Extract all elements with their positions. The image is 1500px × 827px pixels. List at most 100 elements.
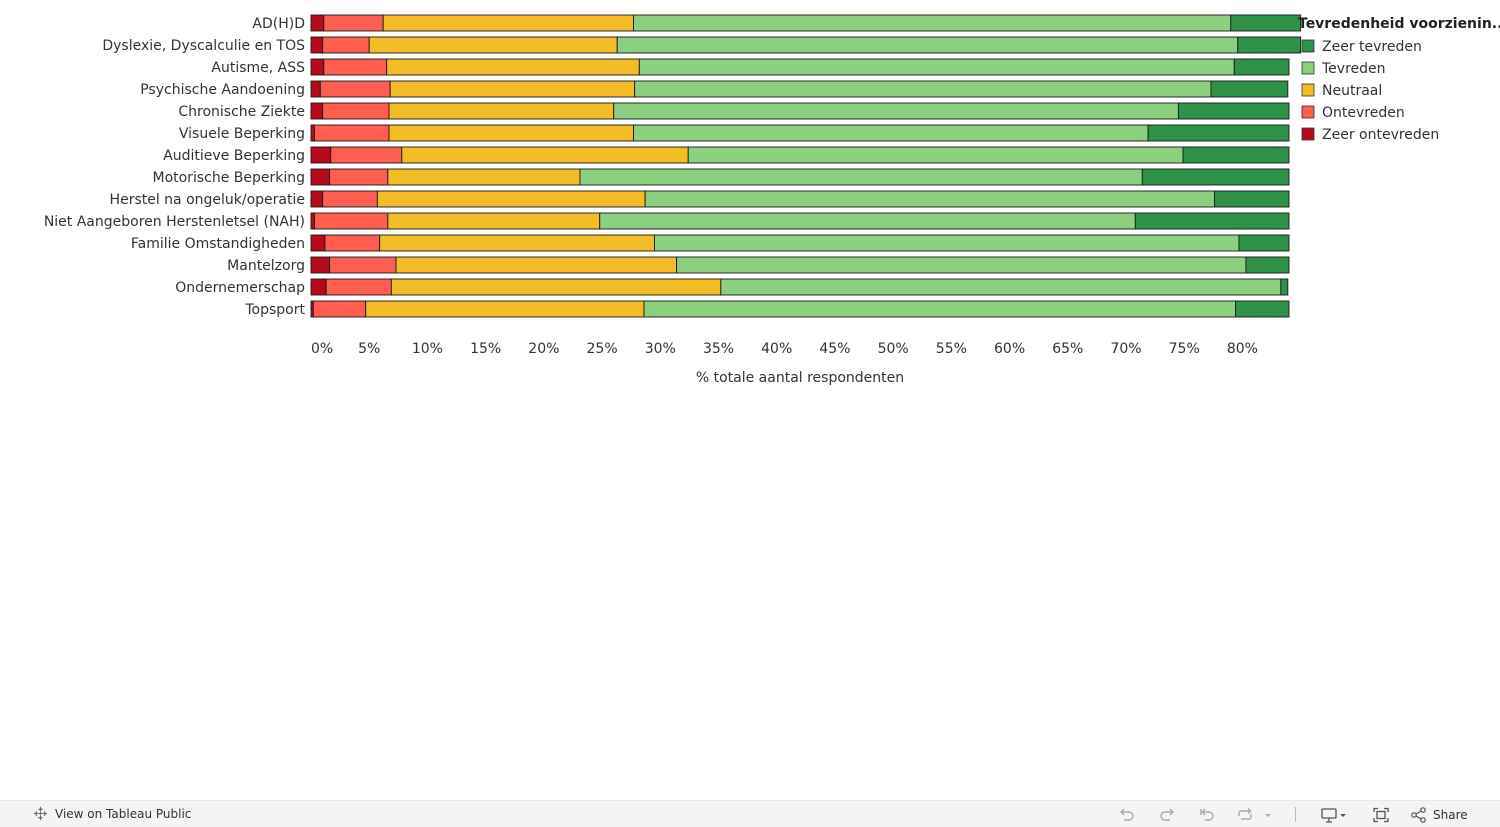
bar-segment-ontevreden[interactable] (329, 168, 389, 186)
tableau-toolbar: View on Tableau Public Share (0, 800, 1500, 827)
bar-segment-zeer-tevreden[interactable] (1237, 36, 1302, 54)
bar-segment-zeer-ontevreden[interactable] (310, 80, 321, 98)
bar-segment-zeer-tevreden[interactable] (1238, 234, 1290, 252)
share-icon (1411, 806, 1426, 823)
bar-segment-zeer-ontevreden[interactable] (310, 190, 324, 208)
legend-label-zeer-ontevreden[interactable]: Zeer ontevreden (1322, 127, 1439, 143)
x-tick-label: 45% (819, 341, 850, 357)
bar-segment-tevreden[interactable] (720, 278, 1282, 296)
bar-segment-neutraal[interactable] (388, 102, 615, 120)
bar-segment-neutraal[interactable] (376, 190, 646, 208)
bar-segment-zeer-tevreden[interactable] (1230, 14, 1302, 32)
category-label: Psychische Aandoening (140, 82, 305, 98)
bar-segment-ontevreden[interactable] (323, 58, 388, 76)
bar-segment-tevreden[interactable] (687, 146, 1184, 164)
bar-segment-zeer-ontevreden[interactable] (310, 102, 324, 120)
legend-label-tevreden[interactable]: Tevreden (1321, 61, 1386, 77)
revert-icon (1200, 808, 1214, 821)
bar-segment-zeer-tevreden[interactable] (1141, 168, 1290, 186)
category-label: Visuele Beperking (179, 126, 305, 142)
bar-segment-ontevreden[interactable] (319, 80, 391, 98)
refresh-menu-button[interactable] (1263, 806, 1273, 823)
bar-segment-tevreden[interactable] (599, 212, 1136, 230)
x-axis-title: % totale aantal respondenten (696, 370, 904, 386)
view-on-tableau-label: View on Tableau Public (55, 806, 192, 821)
bar-segment-neutraal[interactable] (388, 124, 634, 142)
bar-segment-zeer-tevreden[interactable] (1280, 278, 1289, 296)
bar-segment-zeer-tevreden[interactable] (1233, 58, 1290, 76)
bar-segment-tevreden[interactable] (613, 102, 1179, 120)
fullscreen-button[interactable] (1372, 806, 1390, 823)
x-tick-label: 35% (703, 341, 734, 357)
legend-label-ontevreden[interactable]: Ontevreden (1322, 105, 1405, 121)
bar-segment-neutraal[interactable] (379, 234, 655, 252)
bar-segment-ontevreden[interactable] (322, 102, 390, 120)
bar-segment-tevreden[interactable] (638, 58, 1235, 76)
bar-segment-ontevreden[interactable] (312, 300, 367, 318)
bar-segment-zeer-tevreden[interactable] (1245, 256, 1290, 274)
bar-segment-tevreden[interactable] (633, 124, 1149, 142)
refresh-button[interactable] (1236, 806, 1254, 823)
bar-segment-zeer-tevreden[interactable] (1234, 300, 1290, 318)
share-button[interactable]: Share (1410, 806, 1468, 823)
x-tick-label: 50% (878, 341, 909, 357)
bar-segment-ontevreden[interactable] (325, 278, 392, 296)
bar-segment-tevreden[interactable] (643, 300, 1236, 318)
bar-segment-tevreden[interactable] (633, 14, 1232, 32)
bar-segment-ontevreden[interactable] (323, 14, 384, 32)
bar-segment-zeer-ontevreden[interactable] (310, 212, 315, 230)
bar-segment-neutraal[interactable] (382, 14, 634, 32)
revert-button[interactable] (1198, 806, 1216, 823)
bar-segment-zeer-ontevreden[interactable] (310, 124, 315, 142)
bar-segment-neutraal[interactable] (386, 58, 640, 76)
bar-segment-tevreden[interactable] (644, 190, 1215, 208)
redo-button[interactable] (1158, 806, 1176, 823)
bar-segment-ontevreden[interactable] (322, 190, 378, 208)
undo-button[interactable] (1118, 806, 1136, 823)
legend-swatch-tevreden[interactable] (1301, 61, 1315, 75)
legend-label-neutraal[interactable]: Neutraal (1322, 83, 1382, 99)
bar-segment-ontevreden[interactable] (329, 256, 397, 274)
bar-segment-zeer-ontevreden[interactable] (310, 278, 327, 296)
bar-segment-ontevreden[interactable] (314, 124, 390, 142)
legend-swatch-zeer-ontevreden[interactable] (1301, 127, 1315, 141)
bar-segment-neutraal[interactable] (389, 80, 636, 98)
bar-segment-zeer-ontevreden[interactable] (310, 256, 331, 274)
bar-segment-neutraal[interactable] (387, 168, 581, 186)
bar-segment-neutraal[interactable] (390, 278, 722, 296)
legend-title[interactable]: Tevredenheid voorzienin... (1298, 16, 1500, 32)
bar-segment-zeer-tevreden[interactable] (1182, 146, 1290, 164)
download-icon (1321, 807, 1337, 823)
legend-swatch-neutraal[interactable] (1301, 83, 1315, 97)
bar-segment-zeer-ontevreden[interactable] (310, 234, 326, 252)
bar-segment-zeer-ontevreden[interactable] (310, 36, 324, 54)
bar-segment-neutraal[interactable] (365, 300, 645, 318)
legend-swatch-zeer-tevreden[interactable] (1301, 39, 1315, 53)
bar-segment-tevreden[interactable] (634, 80, 1212, 98)
bar-segment-zeer-ontevreden[interactable] (310, 168, 331, 186)
bar-segment-neutraal[interactable] (368, 36, 618, 54)
bar-segment-tevreden[interactable] (654, 234, 1240, 252)
legend-label-zeer-tevreden[interactable]: Zeer tevreden (1322, 39, 1422, 55)
bar-segment-ontevreden[interactable] (330, 146, 403, 164)
download-button[interactable] (1320, 806, 1348, 823)
view-on-tableau-link[interactable]: View on Tableau Public (33, 806, 191, 821)
bar-segment-zeer-ontevreden[interactable] (310, 14, 325, 32)
bar-segment-zeer-ontevreden[interactable] (310, 58, 325, 76)
bar-segment-ontevreden[interactable] (324, 234, 381, 252)
bar-segment-ontevreden[interactable] (314, 212, 389, 230)
bar-segment-ontevreden[interactable] (322, 36, 370, 54)
bar-segment-zeer-tevreden[interactable] (1147, 124, 1290, 142)
legend-swatch-ontevreden[interactable] (1301, 105, 1315, 119)
bar-segment-zeer-tevreden[interactable] (1177, 102, 1290, 120)
bar-segment-tevreden[interactable] (579, 168, 1143, 186)
bar-segment-zeer-tevreden[interactable] (1210, 80, 1289, 98)
bar-segment-zeer-ontevreden[interactable] (310, 146, 332, 164)
bar-segment-neutraal[interactable] (387, 212, 601, 230)
bar-segment-neutraal[interactable] (401, 146, 689, 164)
bar-segment-tevreden[interactable] (676, 256, 1247, 274)
bar-segment-zeer-tevreden[interactable] (1134, 212, 1290, 230)
bar-segment-zeer-tevreden[interactable] (1214, 190, 1290, 208)
bar-segment-tevreden[interactable] (616, 36, 1239, 54)
bar-segment-neutraal[interactable] (395, 256, 678, 274)
